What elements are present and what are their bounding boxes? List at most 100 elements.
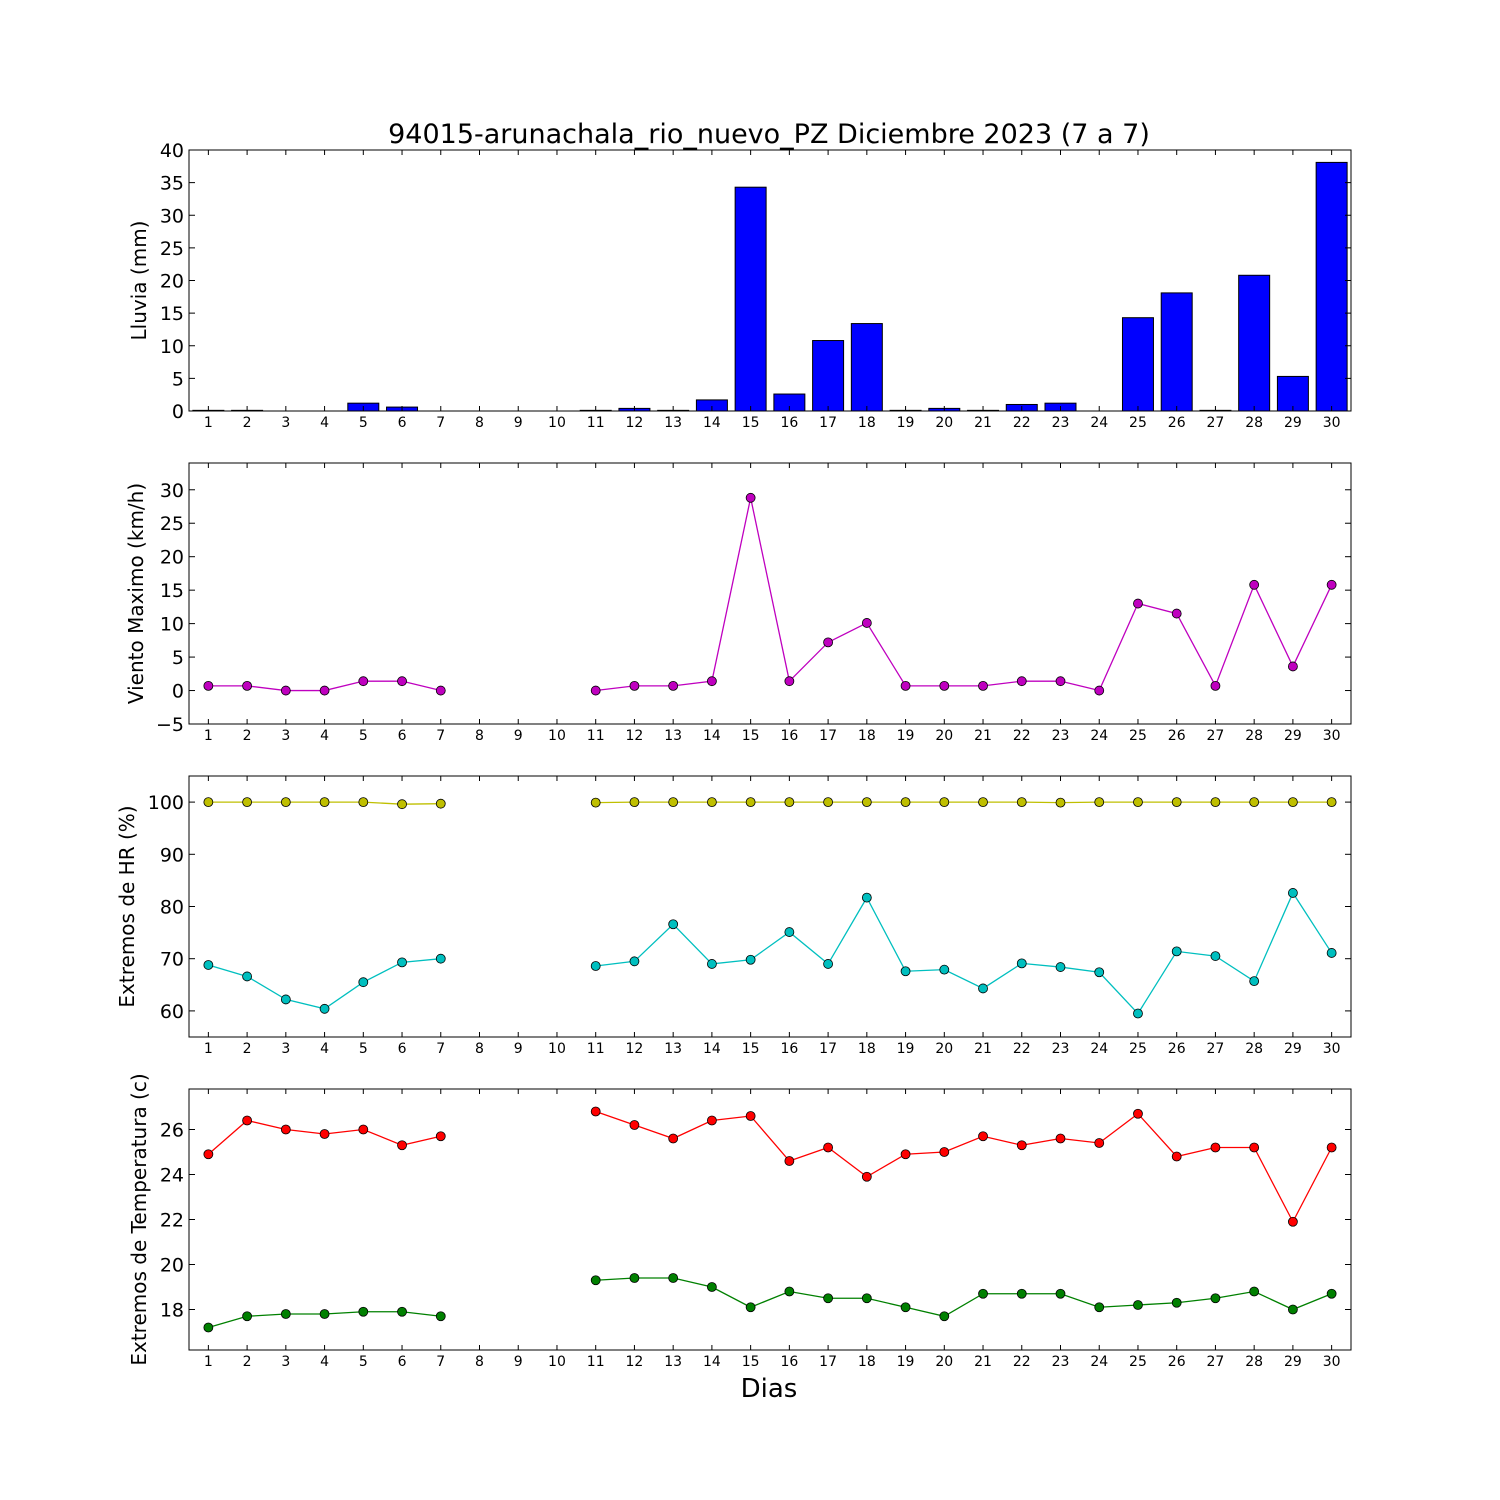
wind-series-1-point	[1016, 676, 1027, 687]
humidity-xtick-label: 18	[858, 1041, 876, 1057]
rain-xtick-label: 24	[1090, 415, 1108, 431]
temperature-xtick-label: 6	[398, 1354, 407, 1370]
rain-ytick-label: 15	[160, 303, 184, 325]
temperature-xtick-label: 5	[359, 1354, 368, 1370]
wind-xtick-label: 13	[664, 728, 682, 744]
rain-xtick-label: 21	[974, 415, 992, 431]
rain-bar	[1238, 274, 1271, 412]
rain-ytick-label: 25	[160, 238, 184, 260]
humidity-series-2-point	[1288, 888, 1298, 898]
temperature-xtick-label: 20	[935, 1354, 953, 1370]
wind-xtick-label: 26	[1168, 728, 1186, 744]
temperature-xtick-label: 16	[780, 1354, 798, 1370]
wind-xtick-label: 2	[243, 728, 252, 744]
rain-bar	[734, 186, 767, 412]
temperature-series-2-line	[208, 1277, 1332, 1329]
humidity-plot-frame	[188, 775, 1352, 1038]
humidity-xtick-label: 5	[359, 1041, 368, 1057]
humidity-series-2-point	[590, 961, 601, 971]
humidity-y-axis-label: Extremos de HR (%)	[115, 805, 139, 1007]
x-axis-label: Dias	[741, 1374, 798, 1404]
rain-xtick-label: 2	[243, 415, 252, 431]
wind-series-1-point	[629, 680, 640, 691]
wind-xtick-label: 6	[398, 728, 407, 744]
humidity-series	[203, 797, 1337, 1019]
temperature-xtick-label: 13	[664, 1354, 682, 1370]
humidity-series-2-point	[629, 956, 640, 967]
temperature-xtick-label: 23	[1052, 1354, 1070, 1370]
temperature-xtick-label: 25	[1129, 1354, 1147, 1370]
rain-xtick-label: 28	[1245, 415, 1263, 431]
temperature-series-2-point	[319, 1309, 330, 1319]
wind-xtick-label: 30	[1323, 728, 1341, 744]
temperature-xtick-label: 7	[436, 1354, 445, 1370]
humidity-xtick-label: 14	[703, 1041, 721, 1057]
rain-xtick-label: 23	[1052, 415, 1070, 431]
wind-series-1-point	[1133, 598, 1143, 609]
rain-xtick-label: 8	[475, 415, 484, 431]
temperature-xtick-label: 22	[1013, 1354, 1031, 1370]
wind-ytick-label: 10	[160, 614, 184, 636]
humidity-series-2-point	[397, 957, 407, 968]
wind-series-1-point	[242, 680, 253, 691]
humidity-xtick-label: 16	[780, 1041, 798, 1057]
humidity-xtick-label: 2	[243, 1041, 252, 1057]
temperature-ytick-label: 18	[160, 1300, 184, 1322]
wind-series-1-point	[784, 676, 795, 687]
humidity-series-2-point	[1210, 951, 1221, 961]
humidity-xtick-label: 3	[281, 1041, 290, 1057]
temperature-series-2-point	[861, 1293, 872, 1304]
rain-bar	[1315, 161, 1348, 412]
humidity-series-2-point	[1016, 958, 1027, 969]
temperature-xtick-label: 24	[1090, 1354, 1108, 1370]
temperature-series-1-point	[1210, 1142, 1221, 1153]
humidity-series-2-line	[208, 891, 1333, 1015]
wind-ytick-label: 15	[160, 580, 184, 602]
wind-ytick-label: 0	[172, 681, 184, 703]
humidity-xtick-label: 9	[514, 1041, 523, 1057]
temperature-series-1-point	[319, 1129, 330, 1139]
temperature-series-1-point	[203, 1149, 214, 1160]
humidity-xtick-label: 23	[1052, 1041, 1070, 1057]
rain-xtick-label: 25	[1129, 415, 1147, 431]
humidity-xtick-label: 1	[204, 1041, 213, 1057]
rain-xtick-label: 10	[548, 415, 566, 431]
humidity-series-2-point	[358, 977, 369, 988]
temperature-ytick-label: 24	[160, 1165, 184, 1187]
temperature-series-1-point	[861, 1171, 872, 1182]
rain-xtick-label: 22	[1013, 415, 1031, 431]
wind-series-1-point	[1055, 676, 1066, 687]
rain-xtick-label: 26	[1168, 415, 1186, 431]
rain-xtick-label: 29	[1284, 415, 1302, 431]
temperature-xtick-label: 8	[475, 1354, 484, 1370]
wind-xtick-label: 27	[1207, 728, 1225, 744]
wind-series-1-point	[435, 685, 446, 696]
temperature-series-2-point	[1055, 1288, 1066, 1299]
temperature-xtick-label: 26	[1168, 1354, 1186, 1370]
temperature-series-2-point	[203, 1322, 214, 1333]
wind-series-1-point	[1326, 579, 1337, 590]
humidity-xtick-label: 6	[398, 1041, 407, 1057]
humidity-xtick-label: 17	[819, 1041, 837, 1057]
humidity-series-2-point	[861, 892, 872, 903]
temperature-xtick-label: 17	[819, 1354, 837, 1370]
wind-xtick-label: 4	[320, 728, 329, 744]
rain-ytick-label: 20	[160, 271, 184, 293]
humidity-series-1-point	[435, 798, 446, 809]
temperature-series-1-point	[1249, 1142, 1260, 1153]
rain-ytick-label: 35	[160, 173, 184, 195]
wind-xtick-label: 17	[819, 728, 837, 744]
humidity-xtick-label: 30	[1323, 1041, 1341, 1057]
wind-xtick-label: 10	[548, 728, 566, 744]
temperature-series-2-point	[1133, 1300, 1143, 1310]
temperature-series-2-point	[1210, 1293, 1221, 1304]
temperature-series-1-point	[1288, 1216, 1298, 1227]
humidity-xtick-label: 11	[587, 1041, 605, 1057]
temperature-xtick-label: 1	[204, 1354, 213, 1370]
rain-xtick-label: 27	[1207, 415, 1225, 431]
temperature-series-1-point	[745, 1111, 756, 1121]
temperature-series-1-line	[207, 1110, 1333, 1224]
rain-xtick-label: 7	[436, 415, 445, 431]
